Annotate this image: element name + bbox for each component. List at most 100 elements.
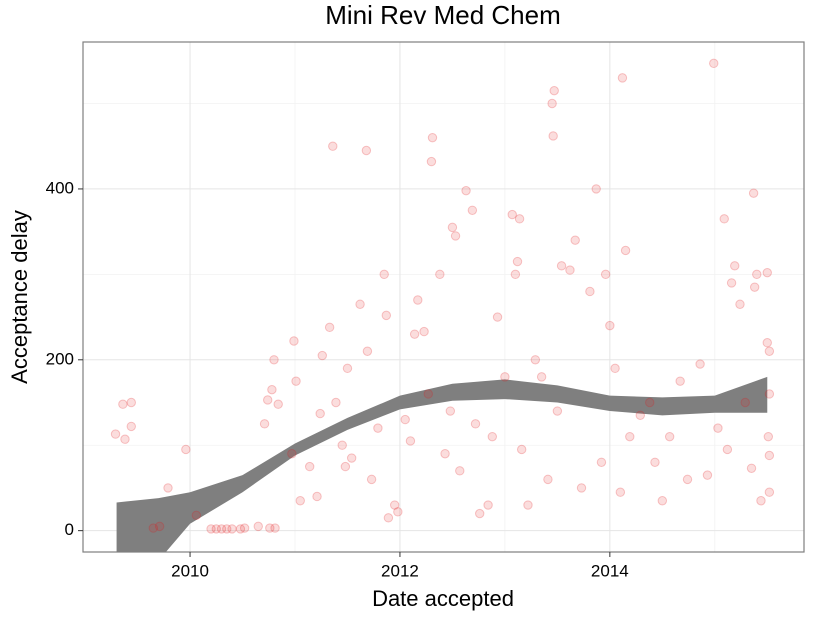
point <box>362 346 373 356</box>
point <box>389 500 400 510</box>
point <box>291 376 301 386</box>
point <box>748 188 759 198</box>
point <box>730 261 740 271</box>
point <box>605 320 615 331</box>
point <box>455 466 465 476</box>
point <box>762 338 772 348</box>
point <box>426 156 437 167</box>
point <box>487 431 498 442</box>
point <box>764 389 775 399</box>
point <box>682 474 693 485</box>
point <box>317 350 327 361</box>
point <box>576 483 587 493</box>
point <box>740 397 750 408</box>
point <box>514 214 525 224</box>
point <box>413 295 423 305</box>
point <box>500 372 510 382</box>
point <box>216 524 227 534</box>
point <box>523 500 533 510</box>
point <box>383 513 394 523</box>
point <box>610 363 620 374</box>
point <box>270 523 280 533</box>
x-tick-label: 2010 <box>171 561 209 580</box>
point <box>440 449 450 459</box>
point <box>400 414 410 425</box>
point <box>435 269 445 280</box>
point <box>492 312 503 322</box>
point <box>340 461 351 472</box>
point <box>746 463 757 473</box>
point <box>709 58 719 69</box>
point <box>726 278 737 288</box>
point <box>120 434 130 444</box>
point <box>110 429 121 439</box>
point <box>267 384 277 395</box>
point <box>379 269 389 280</box>
point <box>409 329 420 339</box>
point <box>650 457 660 468</box>
point <box>549 85 559 96</box>
point <box>304 461 315 472</box>
point <box>591 184 601 194</box>
point <box>570 235 580 245</box>
point <box>548 131 558 141</box>
point <box>461 185 471 196</box>
point <box>126 397 136 408</box>
point <box>547 98 557 109</box>
grid <box>83 42 804 552</box>
point <box>467 205 478 215</box>
point <box>702 470 713 480</box>
point <box>635 410 645 421</box>
point <box>756 496 766 506</box>
point <box>259 419 270 429</box>
point <box>657 496 668 506</box>
point <box>764 450 775 461</box>
point <box>118 399 128 409</box>
point <box>222 524 232 534</box>
plot-border <box>82 41 805 553</box>
point <box>211 524 221 534</box>
point <box>315 408 325 419</box>
point <box>552 406 563 416</box>
point <box>470 419 481 429</box>
point <box>361 145 372 156</box>
point <box>148 523 159 533</box>
point <box>556 261 567 271</box>
y-tick-label: 0 <box>65 520 74 539</box>
point <box>617 73 628 83</box>
point <box>331 397 341 408</box>
point <box>615 487 626 497</box>
point <box>752 269 762 280</box>
point <box>289 336 299 346</box>
point <box>447 222 458 233</box>
point <box>445 406 456 416</box>
point <box>154 521 165 532</box>
point <box>516 444 527 455</box>
point <box>507 209 517 220</box>
point <box>287 449 297 459</box>
point <box>263 395 273 405</box>
point <box>163 483 173 493</box>
point <box>405 436 416 446</box>
point <box>664 431 675 442</box>
point <box>206 524 216 534</box>
point <box>450 231 461 241</box>
point <box>596 457 607 468</box>
point <box>585 286 595 297</box>
point <box>181 444 191 455</box>
point <box>530 355 541 365</box>
point <box>239 523 250 533</box>
point <box>126 421 136 432</box>
point <box>191 510 202 520</box>
point <box>536 372 547 382</box>
point <box>763 431 774 442</box>
point <box>620 245 631 256</box>
point <box>565 265 575 275</box>
point <box>342 363 353 374</box>
plot-background <box>83 42 804 552</box>
point <box>719 214 729 224</box>
point <box>312 491 322 502</box>
point <box>510 269 521 280</box>
point <box>475 508 485 519</box>
y-axis-title: Acceptance delay <box>7 210 32 384</box>
